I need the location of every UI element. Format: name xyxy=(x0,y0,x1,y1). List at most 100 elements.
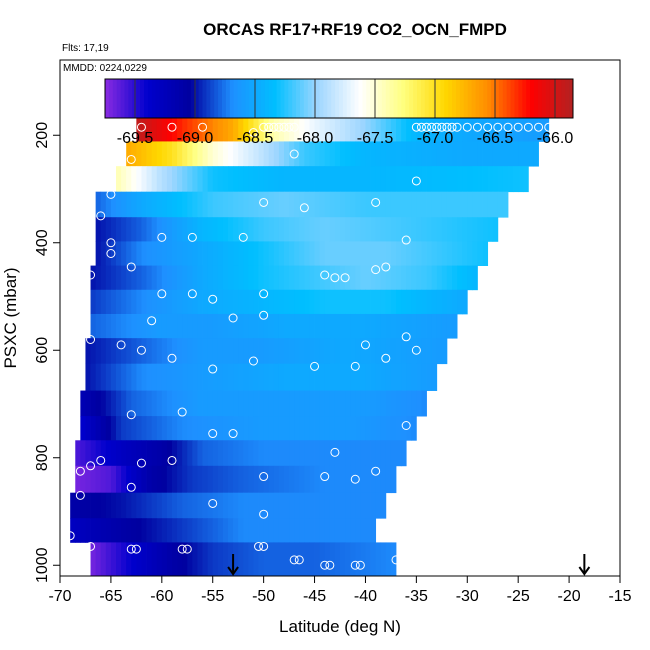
heatmap-cell xyxy=(299,265,305,291)
heatmap-layer xyxy=(70,492,387,519)
colorbar-segment xyxy=(179,79,184,118)
colorbar-segment xyxy=(186,79,192,118)
heatmap-cell xyxy=(217,241,224,266)
heatmap-cell xyxy=(146,363,153,391)
heatmap-cell xyxy=(192,141,198,167)
x-tick-label: -30 xyxy=(456,588,479,605)
heatmap-cell xyxy=(421,265,427,291)
heatmap-cell xyxy=(278,492,285,519)
heatmap-cell xyxy=(487,217,494,242)
data-point xyxy=(228,313,238,323)
heatmap-cell xyxy=(278,166,285,193)
heatmap-cell xyxy=(314,440,321,467)
colorbar-segment xyxy=(132,79,137,118)
heatmap-cell xyxy=(421,390,427,417)
heatmap-cell xyxy=(243,289,249,315)
heatmap-cell xyxy=(187,440,193,467)
heatmap-cell xyxy=(508,141,514,167)
heatmap-cell xyxy=(95,265,102,291)
heatmap-cell xyxy=(100,440,107,467)
heatmap-cell xyxy=(334,492,341,519)
heatmap-cell xyxy=(299,141,305,167)
heatmap-cell xyxy=(268,416,275,441)
data-point xyxy=(254,541,264,551)
heatmap-cell xyxy=(375,241,382,266)
colorbar-segment xyxy=(288,79,293,118)
colorbar-segment xyxy=(311,79,316,118)
heatmap-cell xyxy=(340,289,346,315)
heatmap-cell xyxy=(217,289,224,315)
heatmap-cell xyxy=(329,416,336,441)
heatmap-cell xyxy=(299,289,305,315)
heatmap-cell xyxy=(513,118,519,142)
heatmap-cell xyxy=(182,338,188,365)
heatmap-cell xyxy=(299,363,305,391)
heatmap-cell xyxy=(350,465,356,494)
heatmap-cell xyxy=(146,118,153,142)
heatmap-cell xyxy=(151,338,158,365)
heatmap-cell xyxy=(177,217,183,242)
heatmap-cell xyxy=(121,289,127,315)
heatmap-cell xyxy=(406,363,412,391)
heatmap-cell xyxy=(502,141,509,167)
heatmap-cell xyxy=(161,217,168,242)
heatmap-cell xyxy=(233,390,239,417)
heatmap-cell xyxy=(217,363,224,391)
heatmap-cell xyxy=(207,313,214,339)
heatmap-cell xyxy=(446,166,453,193)
heatmap-cell xyxy=(299,118,305,142)
heatmap-cell xyxy=(329,338,336,365)
heatmap-cell xyxy=(126,338,132,365)
data-point xyxy=(177,407,187,417)
heatmap-cell xyxy=(457,191,463,218)
heatmap-cell xyxy=(202,363,209,391)
heatmap-cell xyxy=(110,390,117,417)
heatmap-cell xyxy=(472,191,478,218)
heatmap-cell xyxy=(436,217,443,242)
heatmap-cell xyxy=(467,166,473,193)
data-point xyxy=(126,482,136,492)
heatmap-cell xyxy=(207,338,214,365)
heatmap-cell xyxy=(319,191,326,218)
heatmap-cell xyxy=(161,241,168,266)
heatmap-cell xyxy=(217,492,224,519)
heatmap-cell xyxy=(370,265,377,291)
heatmap-cell xyxy=(212,217,219,242)
heatmap-cell xyxy=(360,241,366,266)
heatmap-cell xyxy=(360,492,366,519)
dates-note: MMDD: 0224,0229 xyxy=(63,63,147,74)
heatmap-cell xyxy=(289,542,295,576)
heatmap-cell xyxy=(421,141,427,167)
colorbar-tick-label: -68.0 xyxy=(297,130,334,147)
data-point xyxy=(228,429,238,439)
data-point xyxy=(432,122,442,132)
heatmap-cell xyxy=(90,289,97,315)
heatmap-cell xyxy=(284,141,290,167)
heatmap-cell xyxy=(116,363,122,391)
heatmap-cell xyxy=(304,390,310,417)
heatmap-cell xyxy=(518,141,524,167)
heatmap-cell xyxy=(126,313,132,339)
heatmap-cell xyxy=(136,465,142,494)
heatmap-cell xyxy=(116,241,122,266)
heatmap-cell xyxy=(192,440,198,467)
heatmap-cell xyxy=(508,166,514,193)
heatmap-cell xyxy=(110,289,117,315)
heatmap-cell xyxy=(161,118,168,142)
colorbar-segment xyxy=(276,79,281,118)
heatmap-cell xyxy=(314,217,321,242)
heatmap-cell xyxy=(151,166,158,193)
colorbar-segment xyxy=(424,79,430,118)
heatmap-cell xyxy=(156,465,163,494)
heatmap-cell xyxy=(90,390,97,417)
heatmap-cell xyxy=(309,518,315,543)
heatmap-cell xyxy=(355,191,361,218)
heatmap-cell xyxy=(273,440,280,467)
heatmap-cell xyxy=(116,265,122,291)
heatmap-cell xyxy=(268,518,275,543)
data-point xyxy=(371,197,381,207)
heatmap-cell xyxy=(289,241,295,266)
heatmap-cell xyxy=(340,518,346,543)
heatmap-layer xyxy=(80,416,417,441)
heatmap-cell xyxy=(304,141,310,167)
